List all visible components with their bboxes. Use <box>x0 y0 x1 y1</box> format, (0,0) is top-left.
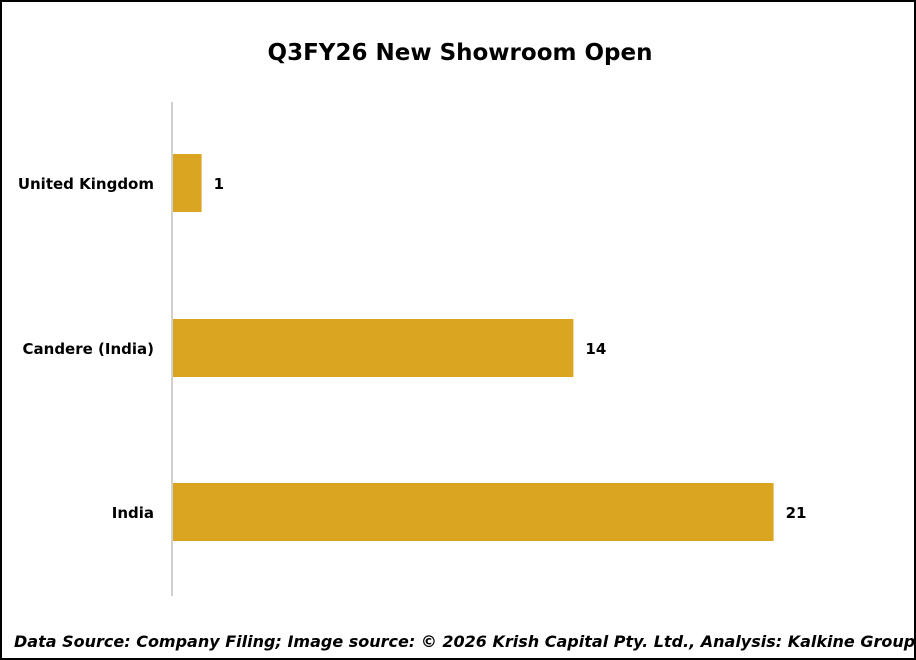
data-label-2: 21 <box>786 504 807 522</box>
bar-0 <box>173 154 202 212</box>
bar-chart: United Kingdom 1 Candere (India) 14 India 21 <box>18 102 807 596</box>
chart-area: Q3FY26 New Showroom Open United Kingdom 1… <box>2 2 914 622</box>
data-label-1: 14 <box>585 340 606 358</box>
bar-2 <box>173 483 774 541</box>
category-label-0: United Kingdom <box>18 175 154 193</box>
category-label-2: India <box>112 504 154 522</box>
category-label-1: Candere (India) <box>23 340 154 358</box>
bar-1 <box>173 319 574 377</box>
data-label-0: 1 <box>214 175 224 193</box>
source-footer: Data Source: Company Filing; Image sourc… <box>14 632 916 651</box>
chart-title: Q3FY26 New Showroom Open <box>267 40 653 66</box>
